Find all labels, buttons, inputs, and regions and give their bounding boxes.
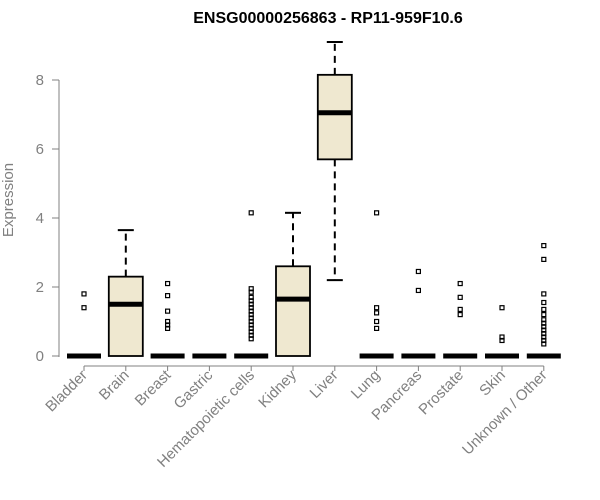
outlier-point: [541, 299, 547, 306]
outlier-point: [165, 280, 171, 287]
outlier-point: [248, 336, 254, 342]
box-unknown-other: [526, 243, 561, 359]
y-tick-label: 2: [36, 279, 44, 296]
box-lung: [359, 210, 394, 359]
boxplot-series: [67, 41, 561, 359]
chart-title: ENSG00000256863 - RP11-959F10.6: [193, 10, 463, 27]
outlier-point: [374, 325, 380, 331]
x-tick-label: Skin: [476, 367, 509, 400]
outlier-point: [165, 325, 171, 331]
outlier-point: [374, 310, 380, 316]
x-tick-label: Prostate: [415, 367, 467, 419]
box-iqr: [316, 73, 353, 161]
box-brain: [107, 229, 144, 357]
box-pancreas: [401, 268, 436, 359]
y-axis-ticks: 0 2 4 6 8: [36, 72, 59, 365]
outlier-point: [499, 337, 505, 344]
box-iqr: [275, 265, 311, 357]
box-bladder: [67, 291, 101, 359]
box-breast: [150, 280, 185, 359]
box-liver: [316, 41, 353, 282]
y-tick-label: 4: [36, 210, 44, 227]
outlier-point: [457, 312, 463, 318]
outlier-point: [81, 305, 87, 311]
outlier-point: [541, 291, 547, 297]
box-kidney: [275, 211, 311, 357]
x-tick-label: Bladder: [42, 367, 91, 416]
x-tick-label: Brain: [96, 367, 133, 404]
outlier-point: [541, 341, 547, 347]
outlier-point: [415, 268, 421, 275]
box-hematopoietic-cells: [234, 210, 269, 359]
y-tick-label: 6: [36, 141, 44, 158]
outlier-point: [541, 256, 547, 262]
outlier-point: [248, 289, 254, 295]
outlier-point: [374, 305, 380, 311]
outlier-point: [165, 308, 171, 314]
outlier-point: [499, 305, 505, 311]
outlier-point: [541, 306, 547, 313]
x-tick-label: Breast: [132, 366, 175, 409]
box-iqr: [107, 275, 144, 357]
outlier-point: [81, 291, 87, 297]
y-tick-label: 0: [36, 348, 44, 365]
outlier-point: [541, 312, 547, 318]
outlier-point: [457, 280, 463, 287]
outlier-point: [374, 210, 380, 216]
box-prostate: [443, 280, 478, 359]
y-axis-label: Expression: [0, 163, 17, 237]
x-tick-label: Kidney: [255, 366, 300, 411]
outlier-point: [457, 306, 463, 313]
x-tick-label: Lung: [348, 367, 384, 403]
box-skin: [485, 305, 519, 359]
outlier-point: [165, 293, 171, 299]
outlier-point: [541, 243, 547, 249]
outlier-point: [415, 287, 421, 294]
outlier-point: [248, 210, 254, 216]
x-tick-label: Liver: [307, 367, 342, 402]
outlier-point: [374, 318, 380, 325]
y-tick-label: 8: [36, 72, 44, 89]
outlier-point: [457, 294, 463, 300]
